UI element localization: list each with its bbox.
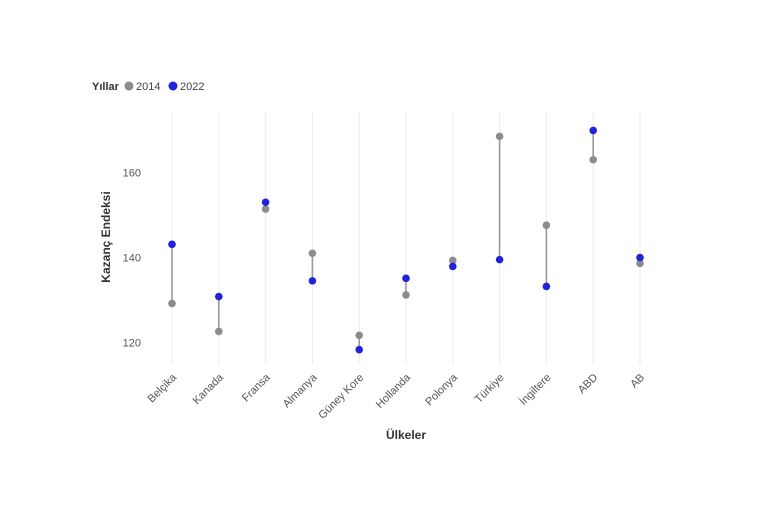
legend-label-2022: 2022	[180, 81, 204, 93]
data-point-2014	[261, 205, 270, 213]
x-tick-label: Güney Kore	[316, 372, 366, 422]
x-axis-title: Ülkeler	[386, 427, 426, 442]
data-point-2022	[215, 292, 223, 301]
data-point-2022	[355, 345, 364, 354]
x-tick-label: ABD	[576, 372, 601, 397]
data-point-2014	[355, 331, 364, 340]
legend-swatch-2022	[168, 81, 178, 91]
data-point-2022	[449, 262, 457, 271]
x-tick-label: Belçika	[146, 371, 180, 405]
data-point-2022	[589, 126, 597, 135]
data-point-2014	[495, 132, 504, 141]
legend-title: Yıllar	[92, 81, 120, 93]
x-tick-label: Fransa	[240, 371, 273, 404]
data-point-2014	[449, 256, 457, 265]
y-tick-label: 140	[123, 253, 141, 265]
data-point-2022	[261, 198, 270, 207]
legend: Yıllar 2014 2022	[92, 81, 204, 93]
legend-label-2014: 2014	[136, 81, 160, 93]
data-point-2014	[542, 221, 551, 229]
x-tick-label: Kanada	[191, 371, 227, 407]
x-tick-label: AB	[628, 372, 647, 391]
data-point-2014	[215, 327, 223, 336]
data-point-2022	[308, 277, 317, 285]
x-tick-label: Türkiye	[473, 372, 507, 406]
legend-swatch-2014	[124, 81, 134, 91]
x-tick-label: Hollanda	[374, 371, 414, 411]
y-axis-ticks: 120 140 160	[123, 168, 141, 350]
x-tick-label: Polonya	[423, 371, 460, 408]
data-point-2014	[589, 155, 597, 164]
x-tick-label: İngiltere	[517, 371, 554, 408]
grid-lines	[171, 112, 641, 365]
data-point-2022	[168, 240, 176, 249]
y-axis-title: Kazanç Endeksi	[99, 191, 113, 282]
y-tick-label: 160	[123, 168, 141, 180]
data-point-2014	[168, 299, 176, 308]
data-point-2014	[308, 249, 317, 258]
data-point-2022	[495, 255, 504, 264]
data-points	[168, 126, 644, 354]
data-point-2014	[402, 291, 410, 299]
y-tick-label: 120	[123, 338, 141, 350]
x-tick-label: Almanya	[281, 371, 320, 410]
data-point-2022	[402, 274, 410, 283]
data-point-2022	[542, 282, 551, 291]
data-point-2022	[636, 253, 644, 262]
data-point-2014	[636, 259, 644, 268]
